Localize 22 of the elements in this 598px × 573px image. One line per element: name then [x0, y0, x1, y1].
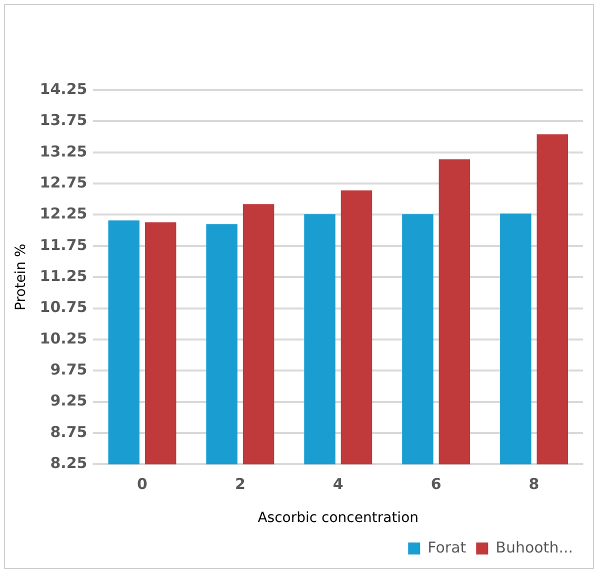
y-tick-label: 11.25	[40, 266, 88, 285]
y-tick-label: 8.75	[50, 422, 88, 441]
x-axis-title: Ascorbic concentration	[258, 510, 419, 526]
x-tick-label: 6	[430, 475, 442, 494]
y-tick-label: 8.25	[50, 454, 88, 472]
y-tick-label: 9.75	[50, 360, 88, 379]
y-tick-label: 11.75	[40, 236, 88, 254]
x-tick-label: 8	[528, 475, 540, 494]
legend-label: Buhooth...	[496, 538, 574, 556]
y-tick-label: 13.75	[40, 111, 88, 130]
x-tick-label: 4	[332, 475, 344, 494]
y-tick-label: 10.75	[40, 298, 88, 316]
y-tick-label: 10.25	[40, 329, 88, 348]
y-tick-label: 13.25	[40, 142, 88, 160]
y-tick-label: 12.75	[40, 173, 88, 192]
legend-label: Forat	[428, 538, 466, 556]
y-tick-label: 14.25	[40, 80, 88, 98]
x-tick-label: 2	[234, 475, 246, 494]
y-tick-label: 12.25	[40, 204, 88, 223]
y-axis-title: Protein %	[13, 244, 30, 311]
x-tick-label: 0	[137, 475, 148, 494]
y-tick-label: 9.25	[50, 392, 88, 410]
